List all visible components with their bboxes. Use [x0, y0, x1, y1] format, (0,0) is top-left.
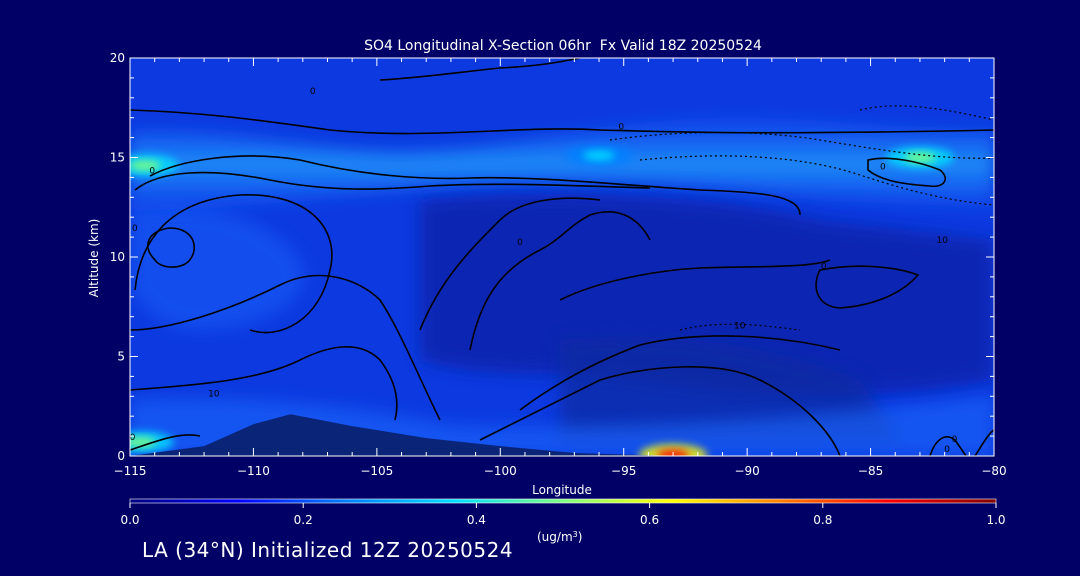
- terrain-layer: [130, 414, 994, 456]
- contour-line: [130, 429, 994, 456]
- colorbar-tick-label: 0.0: [120, 513, 139, 527]
- hotspots: [130, 144, 954, 456]
- contour-label: 0: [880, 162, 886, 172]
- contour-label: 0: [517, 238, 523, 248]
- dotted-contour: [609, 131, 994, 159]
- contour-line: [149, 155, 801, 216]
- y-axis-label: Altitude (km): [87, 219, 101, 298]
- x-tick-label: −85: [858, 464, 883, 478]
- contour-label: 0: [149, 166, 155, 176]
- contour-line: [379, 58, 581, 81]
- y-tick-label: 20: [110, 51, 125, 65]
- contour-line: [147, 227, 196, 268]
- colorbar-units: (ug/m3): [537, 530, 582, 545]
- contour-label: 0: [952, 435, 958, 445]
- colorbar-tick-label: 0.6: [640, 513, 659, 527]
- contour-line: [815, 265, 920, 309]
- contour-line: [134, 171, 651, 191]
- upper-band-glow: [130, 117, 994, 210]
- x-tick-label: −90: [734, 464, 759, 478]
- y-axis: 0 5 10 15 20: [110, 51, 994, 463]
- colorbar-tick-label: 0.4: [467, 513, 486, 527]
- contour-label: 10: [936, 236, 948, 246]
- contour-label: 10: [734, 322, 746, 332]
- x-tick-label: −110: [237, 464, 270, 478]
- dotted-contour: [639, 155, 994, 206]
- contour-label: 0: [310, 87, 316, 97]
- y-tick-label: 10: [110, 250, 125, 264]
- contour-line: [419, 197, 601, 331]
- x-axis-label: Longitude: [532, 483, 592, 497]
- dotted-contour: [859, 105, 994, 121]
- concentration-hotspot-core: [130, 160, 161, 171]
- contour-line: [130, 109, 994, 135]
- x-tick-label: −100: [484, 464, 517, 478]
- x-tick-label: −95: [611, 464, 636, 478]
- chart-title: SO4 Longitudinal X-Section 06hr Fx Valid…: [364, 38, 762, 54]
- contour-label: 0: [618, 123, 624, 133]
- footer-initialization-label: LA (34°N) Initialized 12Z 20250524: [142, 538, 514, 562]
- contour-label: 0: [132, 224, 138, 234]
- colorbar-tick-label: 1.0: [986, 513, 1005, 527]
- terrain-profile: [130, 414, 994, 456]
- dotted-contour: [679, 323, 801, 331]
- concentration-field: [130, 58, 994, 456]
- x-tick-label: −115: [114, 464, 147, 478]
- contour-line: [469, 211, 651, 351]
- y-tick-label: 0: [117, 449, 125, 463]
- contour-line: [559, 259, 831, 301]
- contour-label: 10: [208, 389, 220, 399]
- colorbar-ticks: 0.0 0.2 0.4 0.6 0.8 1.0: [120, 503, 1006, 527]
- contour-line: [867, 157, 946, 188]
- contour-line: [130, 346, 398, 421]
- colorbar: [129, 498, 997, 504]
- x-tick-label: −105: [360, 464, 393, 478]
- mid-blue-region: [130, 207, 304, 330]
- y-tick-label: 5: [117, 350, 125, 364]
- contour-label: 0: [944, 445, 950, 455]
- dotted-contours: [609, 105, 994, 331]
- colorbar-tick-label: 0.2: [294, 513, 313, 527]
- contour-label: 0: [821, 262, 827, 272]
- x-axis: −115 −110 −105 −100 −95 −90 −85 −80: [114, 58, 1007, 478]
- colorbar-tick-label: 0.8: [813, 513, 832, 527]
- concentration-hotspot-core: [130, 437, 156, 448]
- contour-line: [134, 194, 333, 334]
- concentration-hotspot-core: [583, 150, 616, 161]
- contour-label: 0: [130, 433, 136, 443]
- contour-line: [479, 366, 841, 456]
- y-tick-label: 15: [110, 151, 125, 165]
- contour-line: [519, 335, 841, 411]
- concentration-hotspot-core: [903, 152, 936, 163]
- contour-line: [130, 274, 441, 421]
- concentration-hotspot: [639, 444, 708, 456]
- contour-lines: [130, 58, 994, 456]
- x-tick-label: −80: [981, 464, 1006, 478]
